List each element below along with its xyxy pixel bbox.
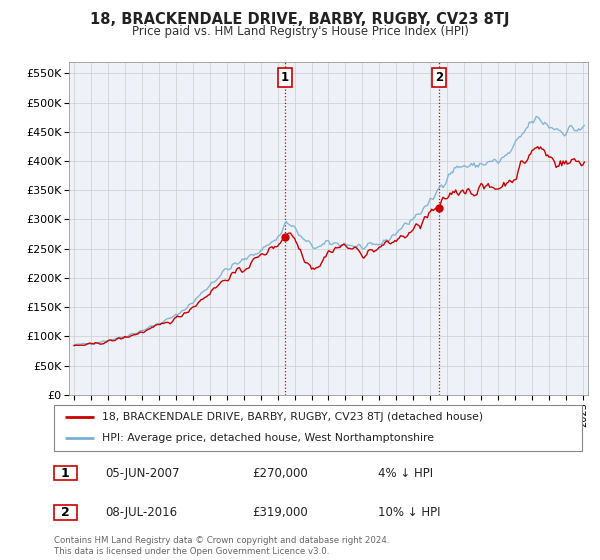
Text: £270,000: £270,000 bbox=[252, 466, 308, 480]
Text: 18, BRACKENDALE DRIVE, BARBY, RUGBY, CV23 8TJ (detached house): 18, BRACKENDALE DRIVE, BARBY, RUGBY, CV2… bbox=[101, 412, 482, 422]
Text: 08-JUL-2016: 08-JUL-2016 bbox=[105, 506, 177, 519]
Text: 05-JUN-2007: 05-JUN-2007 bbox=[105, 466, 179, 480]
Text: 1: 1 bbox=[281, 71, 289, 84]
Text: 2: 2 bbox=[61, 506, 70, 519]
Text: 1: 1 bbox=[61, 466, 70, 480]
Text: £319,000: £319,000 bbox=[252, 506, 308, 519]
Text: Contains HM Land Registry data © Crown copyright and database right 2024.
This d: Contains HM Land Registry data © Crown c… bbox=[54, 536, 389, 556]
Text: 4% ↓ HPI: 4% ↓ HPI bbox=[378, 466, 433, 480]
Text: 2: 2 bbox=[435, 71, 443, 84]
Text: Price paid vs. HM Land Registry's House Price Index (HPI): Price paid vs. HM Land Registry's House … bbox=[131, 25, 469, 38]
Text: 18, BRACKENDALE DRIVE, BARBY, RUGBY, CV23 8TJ: 18, BRACKENDALE DRIVE, BARBY, RUGBY, CV2… bbox=[90, 12, 510, 27]
Text: HPI: Average price, detached house, West Northamptonshire: HPI: Average price, detached house, West… bbox=[101, 433, 434, 444]
Text: 10% ↓ HPI: 10% ↓ HPI bbox=[378, 506, 440, 519]
